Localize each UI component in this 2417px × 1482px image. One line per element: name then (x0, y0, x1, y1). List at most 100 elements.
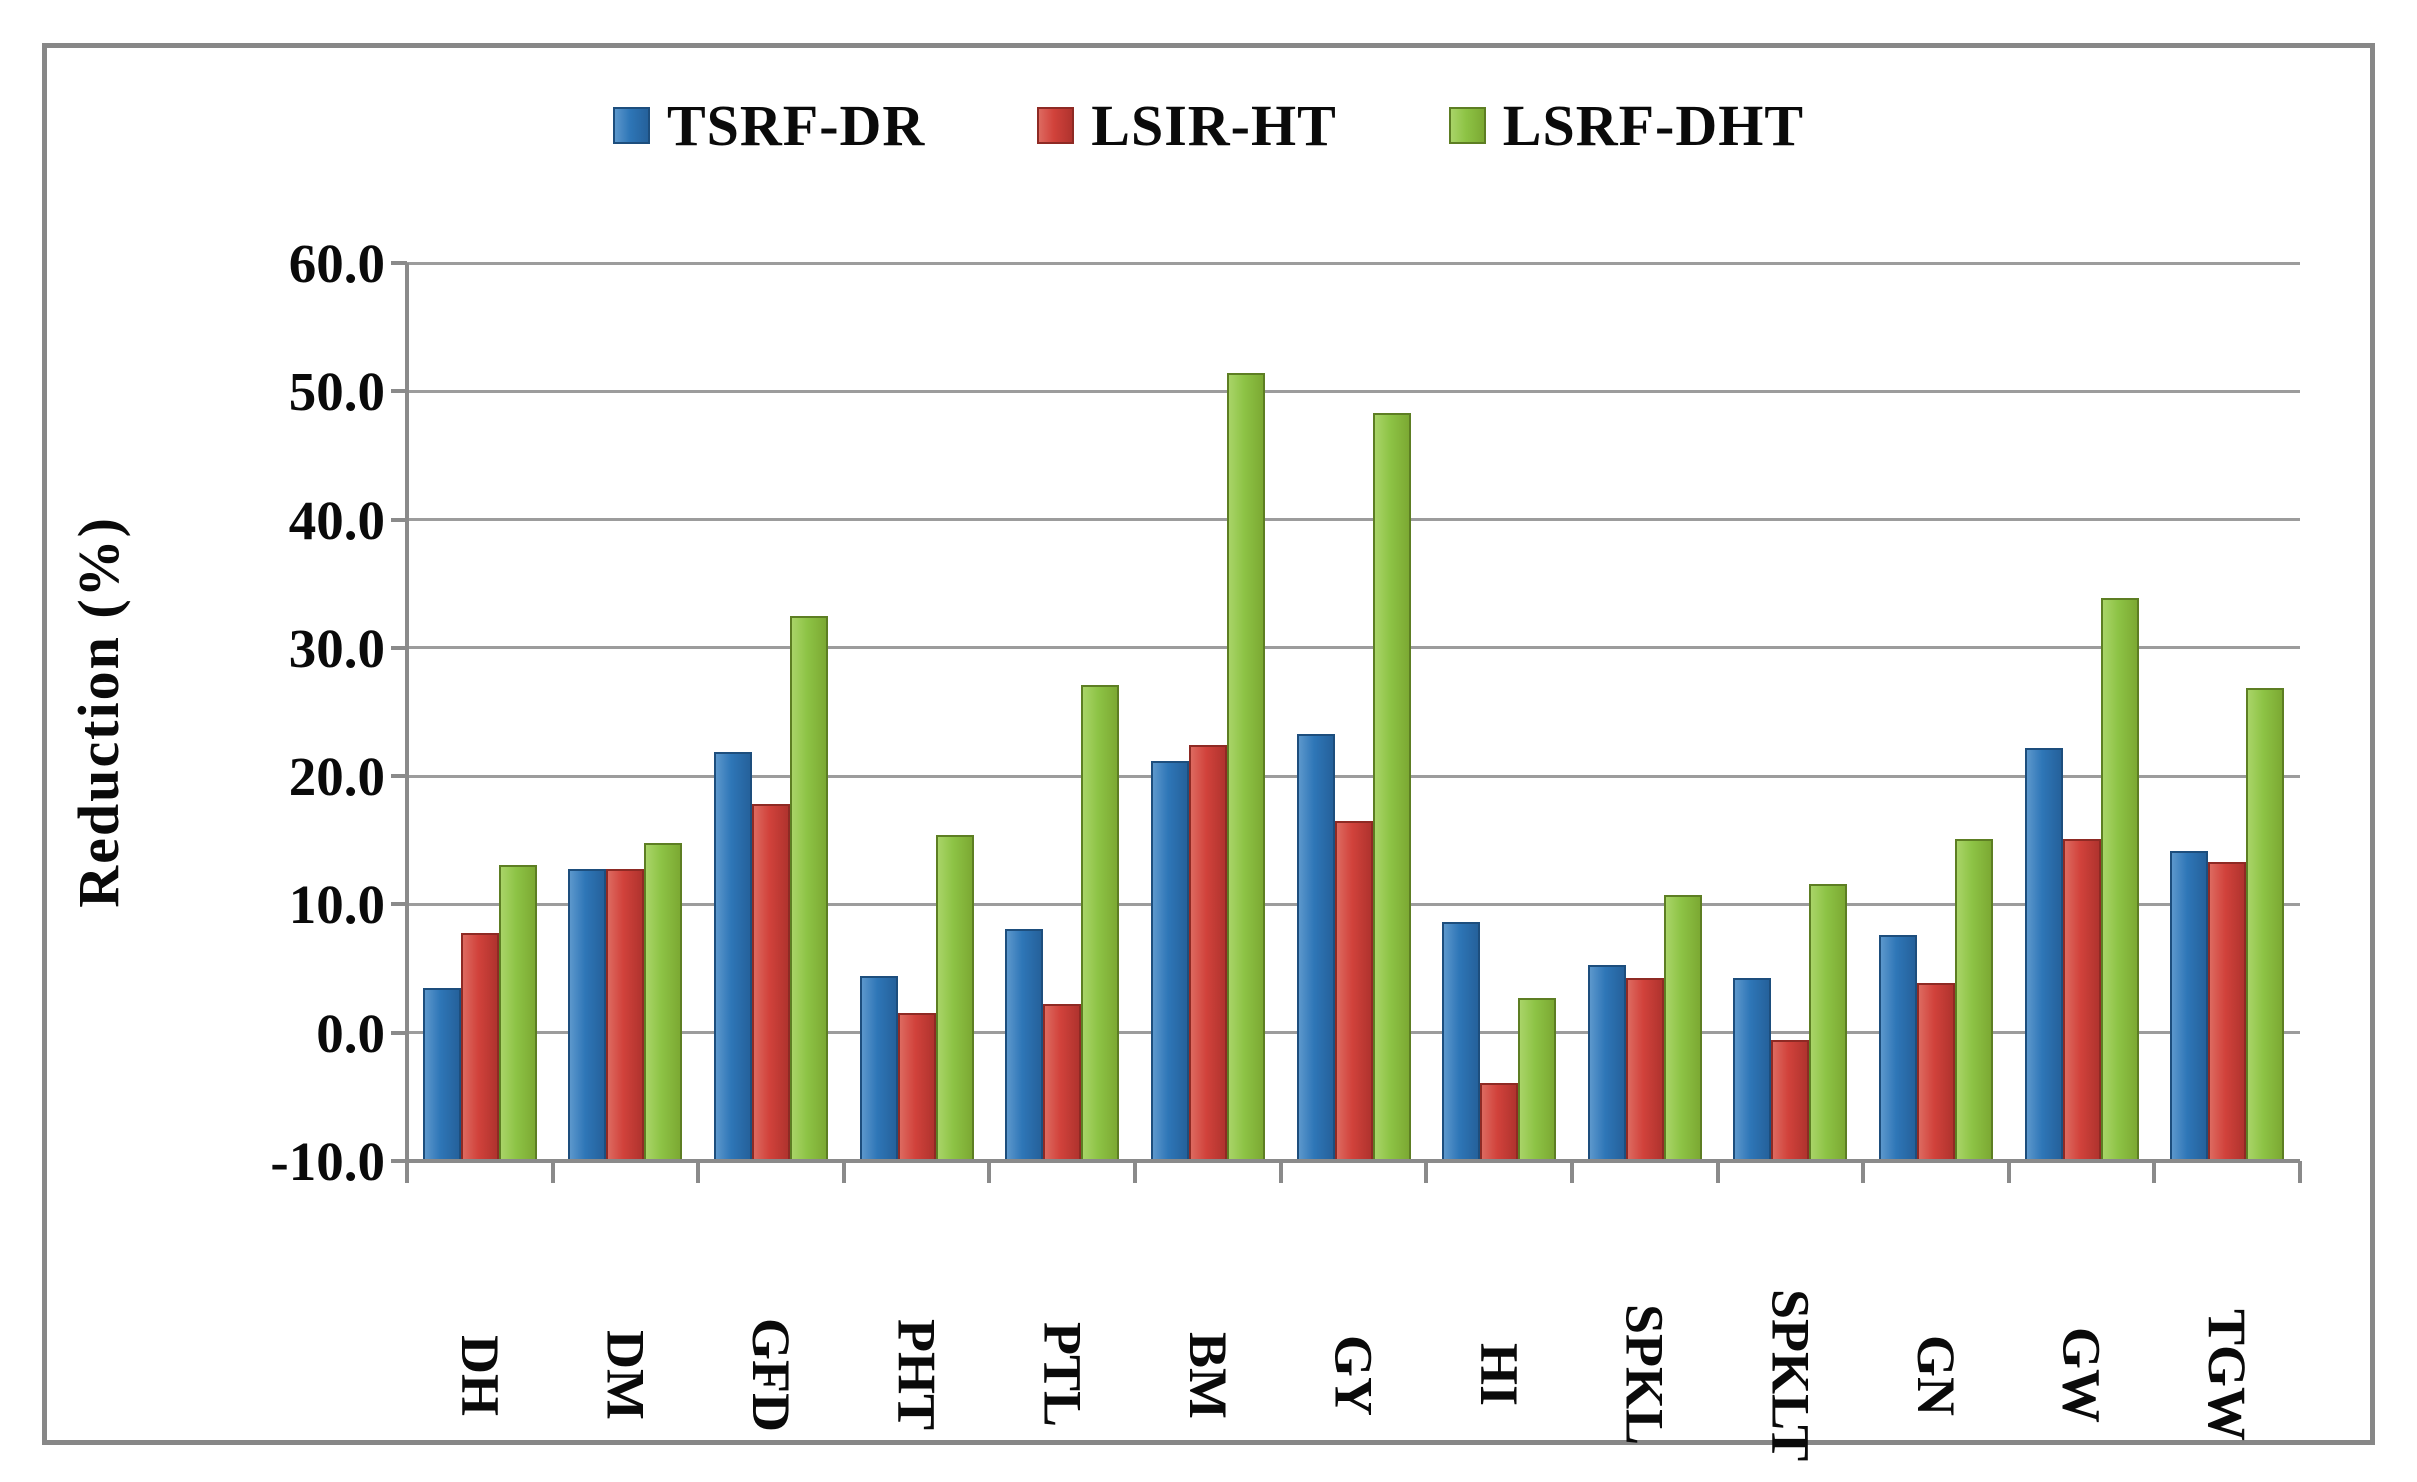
y-tick-mark-60.0 (391, 261, 407, 265)
bar-TSRF-DR-GFD (714, 751, 753, 1161)
category-label-SPKLT: SPKLT (1760, 1288, 1821, 1462)
category-label-PTL: PTL (1032, 1322, 1093, 1428)
bar-TSRF-DR-PHT (859, 976, 898, 1161)
bar-LSRF-DHT-TGW (2246, 687, 2285, 1161)
gridline-20.0 (407, 774, 2300, 778)
legend-swatch-TSRF-DR (612, 106, 650, 144)
bar-LSRF-DHT-GW (2100, 597, 2139, 1161)
bar-TSRF-DR-DH (422, 987, 461, 1161)
legend-item-LSRF-DHT: LSRF-DHT (1448, 92, 1805, 159)
category-label-GFD: GFD (741, 1318, 802, 1432)
y-tick-mark-0.0 (391, 1030, 407, 1035)
bar-TSRF-DR-GY (1296, 733, 1335, 1161)
y-tick-mark-30.0 (391, 645, 407, 650)
y-axis-title-text: Reduction (%) (65, 516, 131, 908)
x-tick-mark-5 (1133, 1161, 1138, 1183)
y-tick-label-0.0: 0.0 (316, 1002, 385, 1064)
bar-LSIR-HT-BM (1188, 745, 1227, 1161)
bar-LSRF-DHT-GFD (790, 615, 829, 1161)
category-label-GW: GW (2051, 1326, 2112, 1423)
x-axis-line (407, 1159, 2300, 1163)
category-label-PHT: PHT (886, 1319, 947, 1431)
bar-TSRF-DR-GN (1878, 935, 1917, 1161)
bar-TSRF-DR-SPKL (1587, 964, 1626, 1161)
x-tick-mark-6 (1278, 1161, 1283, 1183)
x-tick-mark-3 (841, 1161, 846, 1183)
bar-LSIR-HT-GN (1916, 982, 1955, 1161)
bar-LSIR-HT-PTL (1043, 1004, 1082, 1161)
y-tick-label-40.0: 40.0 (288, 489, 385, 551)
bar-LSIR-HT-TGW (2208, 862, 2247, 1161)
category-label-GN: GN (1905, 1334, 1966, 1416)
bar-LSRF-DHT-SPKL (1663, 895, 1702, 1161)
bar-LSIR-HT-GY (1334, 821, 1373, 1161)
x-tick-mark-2 (696, 1161, 701, 1183)
bar-TSRF-DR-SPKLT (1733, 977, 1772, 1161)
bar-TSRF-DR-DM (568, 868, 607, 1161)
chart-border-frame (42, 43, 2375, 1445)
bar-TSRF-DR-TGW (2170, 850, 2209, 1161)
y-tick-label-50.0: 50.0 (288, 361, 385, 423)
legend-label-LSRF-DHT: LSRF-DHT (1502, 92, 1805, 158)
y-tick-mark-50.0 (391, 389, 407, 394)
bar-LSIR-HT-SPKL (1625, 977, 1664, 1161)
y-tick-mark-20.0 (391, 774, 407, 779)
category-label-BM: BM (1177, 1331, 1238, 1419)
bar-LSRF-DHT-SPKLT (1809, 883, 1848, 1161)
y-tick-label-60.0: 60.0 (288, 233, 385, 294)
y-tick-label-20.0: 20.0 (288, 746, 385, 808)
legend-item-TSRF-DR: TSRF-DR (612, 92, 926, 159)
y-axis-line (405, 263, 409, 1181)
bar-LSIR-HT-GW (2062, 839, 2101, 1161)
bar-LSIR-HT-GFD (752, 804, 791, 1161)
y-tick-mark--10.0 (391, 1159, 407, 1163)
y-tick-mark-40.0 (391, 517, 407, 522)
x-tick-mark-8 (1569, 1161, 1574, 1183)
category-label-DH: DH (449, 1334, 510, 1416)
bar-LSIR-HT-DH (460, 932, 499, 1161)
y-tick-mark-10.0 (391, 902, 407, 907)
legend-label-LSIR-HT: LSIR-HT (1091, 92, 1337, 158)
legend-label-TSRF-DR: TSRF-DR (666, 92, 926, 158)
x-tick-mark-11 (2006, 1161, 2011, 1183)
x-tick-mark-9 (1715, 1161, 1720, 1183)
gridline-50.0 (407, 389, 2300, 393)
x-tick-mark-13 (2298, 1161, 2302, 1183)
gridline-60.0 (407, 261, 2300, 265)
legend-swatch-LSRF-DHT (1448, 106, 1486, 144)
bar-LSRF-DHT-GY (1372, 413, 1411, 1161)
legend-swatch-LSIR-HT (1037, 106, 1075, 144)
x-tick-mark-0 (405, 1161, 409, 1183)
category-label-DM: DM (595, 1330, 656, 1420)
bar-TSRF-DR-BM (1150, 760, 1189, 1161)
x-tick-mark-4 (987, 1161, 992, 1183)
bar-LSIR-HT-HI (1480, 1082, 1519, 1161)
y-tick-label-30.0: 30.0 (288, 617, 385, 679)
bar-LSRF-DHT-HI (1518, 998, 1557, 1161)
category-label-GY: GY (1323, 1334, 1384, 1416)
bar-LSIR-HT-SPKLT (1771, 1040, 1810, 1161)
y-tick-label--10.0: -10.0 (270, 1131, 385, 1192)
legend-item-LSIR-HT: LSIR-HT (1037, 92, 1337, 159)
bar-LSRF-DHT-BM (1226, 373, 1265, 1161)
bar-LSIR-HT-PHT (897, 1013, 936, 1161)
bar-LSRF-DHT-DM (644, 842, 683, 1161)
gridline-40.0 (407, 518, 2300, 522)
bar-LSRF-DHT-PHT (935, 835, 974, 1161)
x-tick-mark-1 (550, 1161, 555, 1183)
category-label-TGW: TGW (2197, 1308, 2258, 1442)
category-label-SPKL: SPKL (1614, 1304, 1675, 1446)
x-tick-mark-10 (1861, 1161, 1866, 1183)
category-label-HI: HI (1469, 1343, 1530, 1407)
bar-TSRF-DR-GW (2024, 747, 2063, 1161)
bar-LSRF-DHT-GN (1954, 839, 1993, 1161)
legend: TSRF-DR LSIR-HT LSRF-DHT (0, 88, 2417, 162)
bar-LSRF-DHT-DH (498, 864, 537, 1161)
bar-TSRF-DR-PTL (1005, 928, 1044, 1161)
gridline-30.0 (407, 646, 2300, 650)
bar-LSRF-DHT-PTL (1081, 685, 1120, 1161)
x-tick-mark-7 (1424, 1161, 1429, 1183)
bar-LSIR-HT-DM (606, 868, 645, 1161)
x-tick-mark-12 (2152, 1161, 2157, 1183)
